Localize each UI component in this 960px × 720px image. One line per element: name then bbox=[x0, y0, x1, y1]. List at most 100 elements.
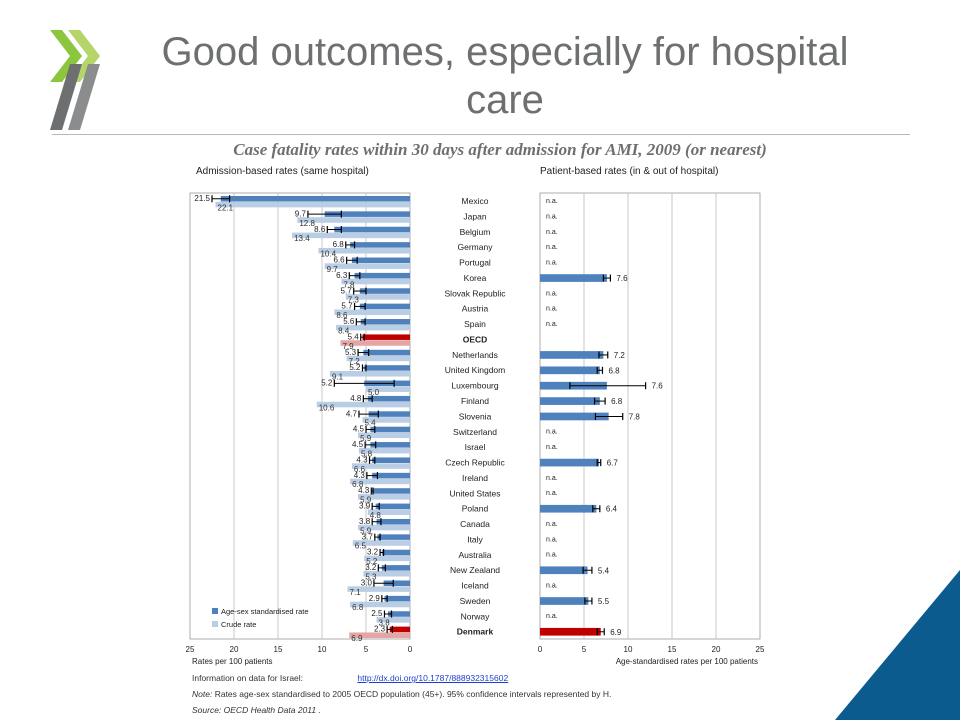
country-label: Netherlands bbox=[452, 350, 498, 360]
logo-chevron-lower bbox=[50, 64, 82, 130]
right-na-label: n.a. bbox=[546, 552, 558, 559]
left-crude-value-label: 5.9 bbox=[360, 496, 372, 505]
right-x-axis-label: Age-standardised rates per 100 patients bbox=[616, 657, 758, 666]
israel-data-link[interactable]: http://dx.doi.org/10.1787/888932315602 bbox=[357, 673, 509, 683]
left-crude-value-label: 5.9 bbox=[360, 434, 372, 443]
left-standardised-value-label: 4.8 bbox=[350, 394, 362, 403]
left-standardised-bar bbox=[370, 442, 410, 448]
left-standardised-bar bbox=[372, 488, 410, 494]
right-value-label: 7.2 bbox=[614, 351, 626, 360]
left-crude-value-label: 4.8 bbox=[370, 511, 382, 520]
left-crude-bar bbox=[350, 478, 410, 485]
left-crude-value-label: 7.3 bbox=[348, 296, 360, 305]
left-standardised-value-label: 5.6 bbox=[343, 317, 355, 326]
left-crude-bar bbox=[334, 309, 410, 316]
left-standardised-value-label: 4.5 bbox=[352, 440, 364, 449]
left-crude-bar bbox=[297, 217, 410, 223]
left-standardised-value-label: 6.8 bbox=[333, 240, 345, 249]
left-panel-title: Admission-based rates (same hospital) bbox=[196, 166, 369, 177]
left-crude-bar bbox=[376, 617, 410, 623]
left-crude-value-label: 3.8 bbox=[379, 619, 391, 628]
left-standardised-bar bbox=[381, 565, 410, 571]
left-crude-bar bbox=[346, 355, 410, 362]
left-crude-bar bbox=[350, 601, 410, 608]
country-label: Australia bbox=[458, 550, 491, 560]
right-na-label: n.a. bbox=[546, 490, 558, 497]
right-rate-bar bbox=[540, 274, 607, 282]
left-crude-value-label: 13.4 bbox=[294, 234, 310, 243]
oecd-logo bbox=[50, 30, 100, 130]
left-crude-value-label: 5.4 bbox=[364, 419, 376, 428]
left-standardised-bar bbox=[370, 426, 410, 433]
left-tick-label: 25 bbox=[186, 645, 195, 654]
right-panel-title: Patient-based rates (in & out of hospita… bbox=[540, 166, 719, 177]
left-crude-bar bbox=[336, 324, 410, 331]
country-label: Belgium bbox=[460, 227, 491, 237]
left-standardised-value-label: 21.5 bbox=[194, 194, 210, 203]
left-standardised-bar bbox=[334, 226, 410, 233]
left-crude-value-label: 6.6 bbox=[354, 465, 366, 474]
country-label: Norway bbox=[461, 611, 491, 621]
right-na-label: n.a. bbox=[546, 260, 558, 267]
left-crude-bar bbox=[324, 263, 410, 269]
left-standardised-bar bbox=[372, 472, 410, 479]
method-note: Note: Rates age-sex standardised to 2005… bbox=[192, 689, 611, 699]
left-tick-label: 20 bbox=[230, 645, 239, 654]
left-crude-value-label: 10.4 bbox=[320, 250, 336, 259]
right-rate-bar bbox=[540, 566, 588, 575]
country-label: Mexico bbox=[462, 196, 489, 206]
country-label: Poland bbox=[462, 504, 489, 514]
legend-crude-label: Crude rate bbox=[221, 620, 256, 629]
right-value-label: 7.6 bbox=[652, 382, 664, 391]
country-label: Denmark bbox=[457, 627, 494, 637]
left-standardised-bar bbox=[220, 196, 410, 202]
right-value-label: 7.8 bbox=[629, 412, 641, 421]
country-label: Slovak Republic bbox=[445, 288, 507, 298]
left-standardised-value-label: 3.8 bbox=[359, 517, 371, 526]
country-label: Portugal bbox=[459, 258, 491, 268]
case-fatality-chart: 25 20 15 10 5 0 0 5 10 15 20 25 Rates per 100 patien… bbox=[186, 192, 765, 666]
left-standardised-bar bbox=[351, 257, 410, 264]
country-label: United Kingdom bbox=[445, 365, 505, 375]
right-tick-label: 10 bbox=[624, 645, 633, 654]
right-value-label: 6.8 bbox=[611, 397, 623, 406]
left-crude-value-label: 5.2 bbox=[366, 557, 378, 566]
left-x-axis-label: Rates per 100 patients bbox=[192, 657, 273, 666]
left-standardised-bar bbox=[389, 626, 410, 633]
right-value-label: 5.5 bbox=[598, 597, 610, 606]
note-label: Note: bbox=[192, 689, 213, 699]
left-tick-label: 5 bbox=[364, 645, 369, 654]
country-label: Ireland bbox=[462, 473, 488, 483]
right-na-label: n.a. bbox=[546, 321, 558, 328]
left-standardised-value-label: 4.3 bbox=[356, 455, 368, 464]
left-standardised-bar bbox=[364, 365, 410, 371]
legend-standardised-swatch bbox=[212, 608, 218, 614]
country-label: Finland bbox=[461, 396, 489, 406]
left-crude-value-label: 9.7 bbox=[327, 265, 339, 274]
right-na-label: n.a. bbox=[546, 444, 558, 451]
right-value-label: 6.7 bbox=[607, 459, 619, 468]
left-tick-label: 10 bbox=[318, 645, 327, 654]
left-crude-bar bbox=[351, 463, 410, 469]
left-standardised-bar bbox=[359, 288, 410, 294]
left-crude-value-label: 12.8 bbox=[299, 219, 315, 228]
left-standardised-value-label: 4.3 bbox=[358, 486, 370, 495]
left-standardised-bar bbox=[363, 349, 410, 356]
right-na-label: n.a. bbox=[546, 244, 558, 251]
left-standardised-bar bbox=[377, 534, 410, 540]
slide-title: Good outcomes, especially for hospital c… bbox=[161, 30, 849, 122]
title-divider bbox=[52, 134, 910, 135]
left-crude-bar bbox=[345, 294, 410, 300]
left-standardised-value-label: 5.7 bbox=[341, 302, 353, 311]
left-crude-bar bbox=[367, 509, 410, 515]
right-rate-bar bbox=[540, 504, 597, 513]
left-standardised-bar bbox=[384, 595, 410, 602]
right-na-label: n.a. bbox=[546, 582, 558, 589]
left-crude-bar bbox=[358, 432, 410, 439]
left-standardised-value-label: 5.7 bbox=[341, 286, 353, 295]
left-crude-value-label: 7.8 bbox=[343, 280, 355, 289]
left-crude-bar bbox=[358, 447, 410, 454]
left-standardised-value-label: 3.0 bbox=[361, 578, 373, 587]
left-standardised-bar bbox=[376, 518, 410, 525]
left-standardised-value-label: 6.6 bbox=[334, 256, 346, 265]
